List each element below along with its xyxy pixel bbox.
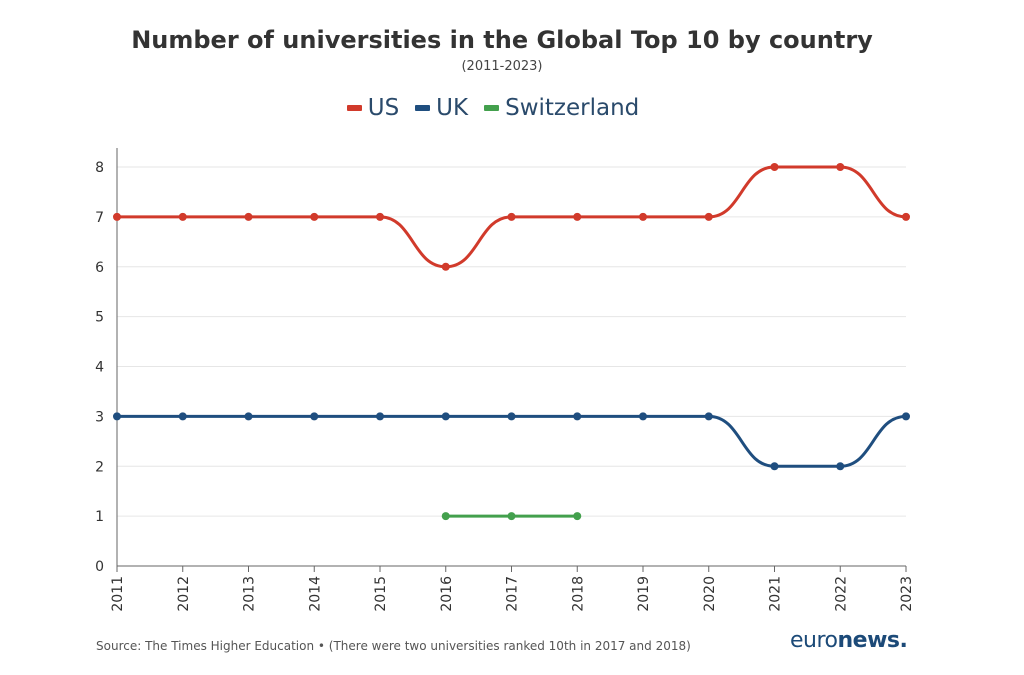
legend-label-uk: UK [436, 95, 469, 121]
legend-item-switzerland[interactable]: Switzerland [484, 95, 639, 121]
data-point-uk-2023 [902, 412, 910, 421]
data-point-uk-2020 [704, 412, 713, 421]
chart-title: Number of universities in the Global Top… [131, 26, 873, 54]
legend-swatch-us [346, 105, 362, 111]
x-tick-label-2013: 2013 [242, 576, 258, 612]
y-tick-label-2: 2 [95, 459, 104, 475]
legend-label-switzerland: Switzerland [505, 95, 640, 121]
data-point-uk-2013 [244, 412, 253, 421]
y-tick-label-4: 4 [95, 360, 104, 376]
y-tick-label-1: 1 [95, 509, 104, 525]
x-tick-label-2012: 2012 [176, 576, 192, 612]
series-line-uk [115, 414, 908, 468]
legend-item-us[interactable]: US [346, 95, 400, 121]
x-tick-label-2015: 2015 [373, 576, 389, 612]
data-point-us-2021 [770, 163, 779, 171]
data-point-us-2018 [573, 212, 582, 221]
data-point-switzerland-2018 [573, 512, 582, 521]
x-tick-label-2021: 2021 [768, 576, 784, 612]
data-point-uk-2018 [573, 412, 582, 421]
y-tick-label-8: 8 [95, 160, 104, 176]
x-tick-label-2011: 2011 [110, 576, 126, 612]
data-point-switzerland-2017 [507, 512, 516, 521]
legend-swatch-switzerland [484, 105, 500, 111]
data-point-uk-2022 [836, 462, 845, 471]
data-point-us-2022 [836, 163, 845, 171]
y-tick-label-7: 7 [95, 210, 104, 226]
source-note: Source: The Times Higher Education • (Th… [96, 639, 691, 653]
brand-logo-bold: news. [837, 628, 908, 653]
chart-subtitle: (2011-2023) [461, 59, 543, 74]
x-tick-label-2017: 2017 [505, 576, 521, 612]
x-tick-label-2019: 2019 [636, 576, 652, 612]
data-point-us-2016 [441, 262, 450, 271]
data-point-switzerland-2016 [441, 512, 450, 521]
data-point-us-2023 [902, 212, 910, 221]
data-point-uk-2021 [770, 462, 779, 471]
data-point-uk-2019 [639, 412, 647, 421]
legend-item-uk[interactable]: UK [415, 95, 468, 121]
brand-logo: euronews. [790, 628, 908, 653]
x-tick-label-2016: 2016 [439, 576, 455, 612]
y-tick-label-3: 3 [95, 409, 104, 425]
data-point-uk-2017 [507, 412, 516, 421]
brand-logo-light: euro [790, 628, 838, 653]
legend-swatch-uk [415, 105, 431, 111]
y-tick-label-6: 6 [95, 260, 104, 276]
data-point-uk-2014 [310, 412, 319, 421]
x-tick-label-2022: 2022 [833, 576, 849, 612]
data-point-us-2012 [178, 212, 187, 221]
data-point-uk-2015 [376, 412, 384, 421]
x-tick-label-2023: 2023 [899, 576, 915, 612]
data-point-us-2019 [639, 212, 647, 221]
data-point-uk-2016 [441, 412, 450, 421]
legend: US UK Switzerland [0, 95, 986, 121]
x-tick-label-2014: 2014 [307, 576, 323, 612]
data-point-us-2011 [113, 212, 121, 221]
data-point-us-2015 [376, 212, 384, 221]
data-point-uk-2011 [113, 412, 121, 421]
data-point-us-2020 [704, 212, 713, 221]
data-point-us-2014 [310, 212, 319, 221]
y-tick-label-5: 5 [95, 310, 104, 326]
data-point-us-2013 [244, 212, 253, 221]
y-tick-label-0: 0 [95, 559, 104, 575]
legend-label-us: US [367, 95, 400, 121]
x-tick-label-2018: 2018 [570, 576, 586, 612]
x-tick-label-2020: 2020 [702, 576, 718, 612]
data-point-us-2017 [507, 212, 516, 221]
data-point-uk-2012 [178, 412, 187, 421]
